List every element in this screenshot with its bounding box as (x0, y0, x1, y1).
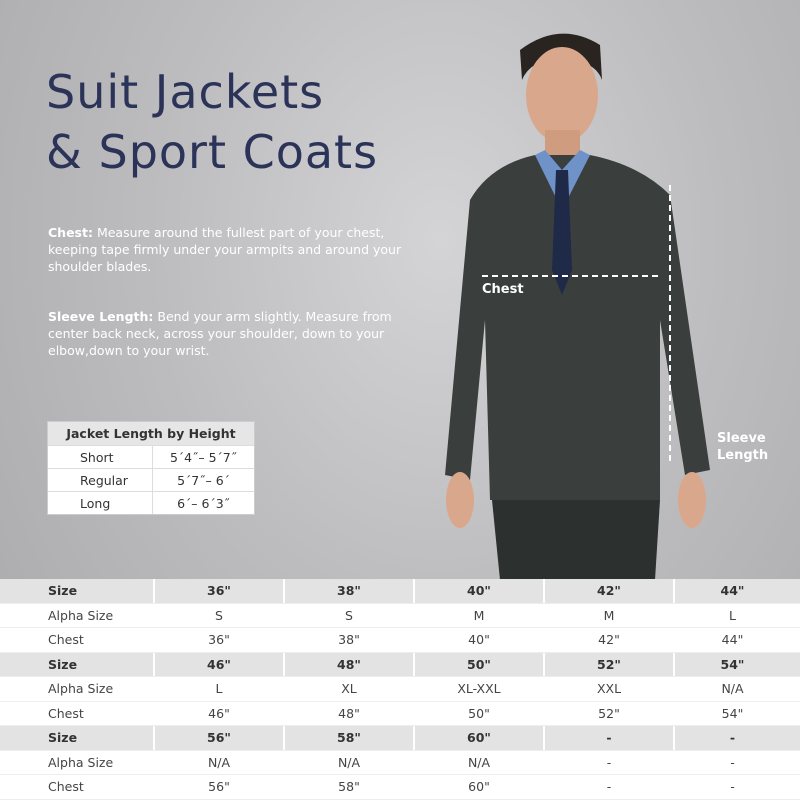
table-cell: - (730, 779, 735, 795)
chest-label: Chest (482, 282, 524, 297)
table-cell: 50" (415, 652, 545, 676)
row-label: Chest (0, 628, 155, 652)
table-cell: 52" (545, 701, 675, 725)
table-cell: 58" (285, 775, 415, 799)
table-cell: 42" (545, 579, 675, 603)
table-cell: 46" (155, 652, 285, 676)
table-cell: N/A (285, 750, 415, 774)
table-cell: 48" (285, 701, 415, 725)
table-cell: - (729, 730, 736, 746)
row-label: Chest (0, 701, 155, 725)
row-label: Alpha Size (0, 750, 155, 774)
table-cell: 56" (155, 775, 285, 799)
table-cell: XL-XXL (415, 677, 545, 701)
table-cell: L (729, 607, 736, 623)
row-label: Chest (0, 775, 155, 799)
table-cell: 58" (285, 726, 415, 750)
table-cell: - (545, 726, 675, 750)
table-cell: 36" (155, 628, 285, 652)
table-cell: S (155, 603, 285, 627)
table-cell: - (545, 750, 675, 774)
table-cell: 40" (415, 579, 545, 603)
table-cell: M (415, 603, 545, 627)
table-cell: 56" (155, 726, 285, 750)
table-cell: N/A (155, 750, 285, 774)
table-cell: 42" (545, 628, 675, 652)
row-label: Alpha Size (0, 603, 155, 627)
table-row: Size 36" 38" 40" 42" 44" (0, 579, 800, 604)
chest-instructions: Chest: Measure around the fullest part o… (48, 225, 402, 274)
row-label: Size (0, 579, 155, 603)
table-row: Alpha Size L XL XL-XXL XXL N/A (0, 677, 800, 702)
table-row: Size 46" 48" 50" 52" 54" (0, 652, 800, 677)
table-cell: - (545, 775, 675, 799)
table-cell: 48" (285, 652, 415, 676)
table-row: Regular 5´7˝– 6´ (48, 468, 254, 491)
table-cell: XXL (545, 677, 675, 701)
table-row: Chest 36" 38" 40" 42" 44" (0, 628, 800, 653)
table-row: Alpha Size N/A N/A N/A - - (0, 750, 800, 775)
table-row: Chest 56" 58" 60" - - (0, 775, 800, 800)
table-cell: N/A (721, 681, 744, 697)
jacket-length-table: Jacket Length by Height Short 5´4˝– 5´7˝ … (48, 422, 254, 514)
table-row: Long 6´– 6´3˝ (48, 491, 254, 514)
page-title: Suit Jackets & Sport Coats (46, 65, 379, 179)
table-cell: 44" (720, 583, 745, 599)
table-cell: 40" (415, 628, 545, 652)
table-cell: 46" (155, 701, 285, 725)
table-cell: M (545, 603, 675, 627)
size-table: Size 36" 38" 40" 42" 44" Alpha Size S S M M L Chest 3… (0, 579, 800, 800)
table-cell: 50" (415, 701, 545, 725)
table-cell: 38" (285, 628, 415, 652)
table-row: Size 56" 58" 60" - - (0, 726, 800, 751)
table-cell: 60" (415, 726, 545, 750)
row-label: Size (0, 726, 155, 750)
row-label: Alpha Size (0, 677, 155, 701)
table-cell: L (155, 677, 285, 701)
table-cell: 36" (155, 579, 285, 603)
row-label: Size (0, 652, 155, 676)
table-row: Short 5´4˝– 5´7˝ (48, 445, 254, 468)
table-cell: 44" (721, 632, 744, 648)
table-cell: 60" (415, 775, 545, 799)
table-cell: 52" (545, 652, 675, 676)
table-cell: - (730, 754, 735, 770)
table-cell: 54" (721, 705, 744, 721)
table-cell: 38" (285, 579, 415, 603)
sleeve-instructions: Sleeve Length: Bend your arm slightly. M… (48, 309, 392, 358)
table-row: Chest 46" 48" 50" 52" 54" (0, 701, 800, 726)
model-photo (445, 33, 710, 580)
table-cell: N/A (415, 750, 545, 774)
table-row: Alpha Size S S M M L (0, 603, 800, 628)
sleeve-length-label: Sleeve Length (717, 431, 769, 463)
table-cell: XL (285, 677, 415, 701)
table-cell: 54" (720, 656, 745, 672)
table-cell: S (285, 603, 415, 627)
